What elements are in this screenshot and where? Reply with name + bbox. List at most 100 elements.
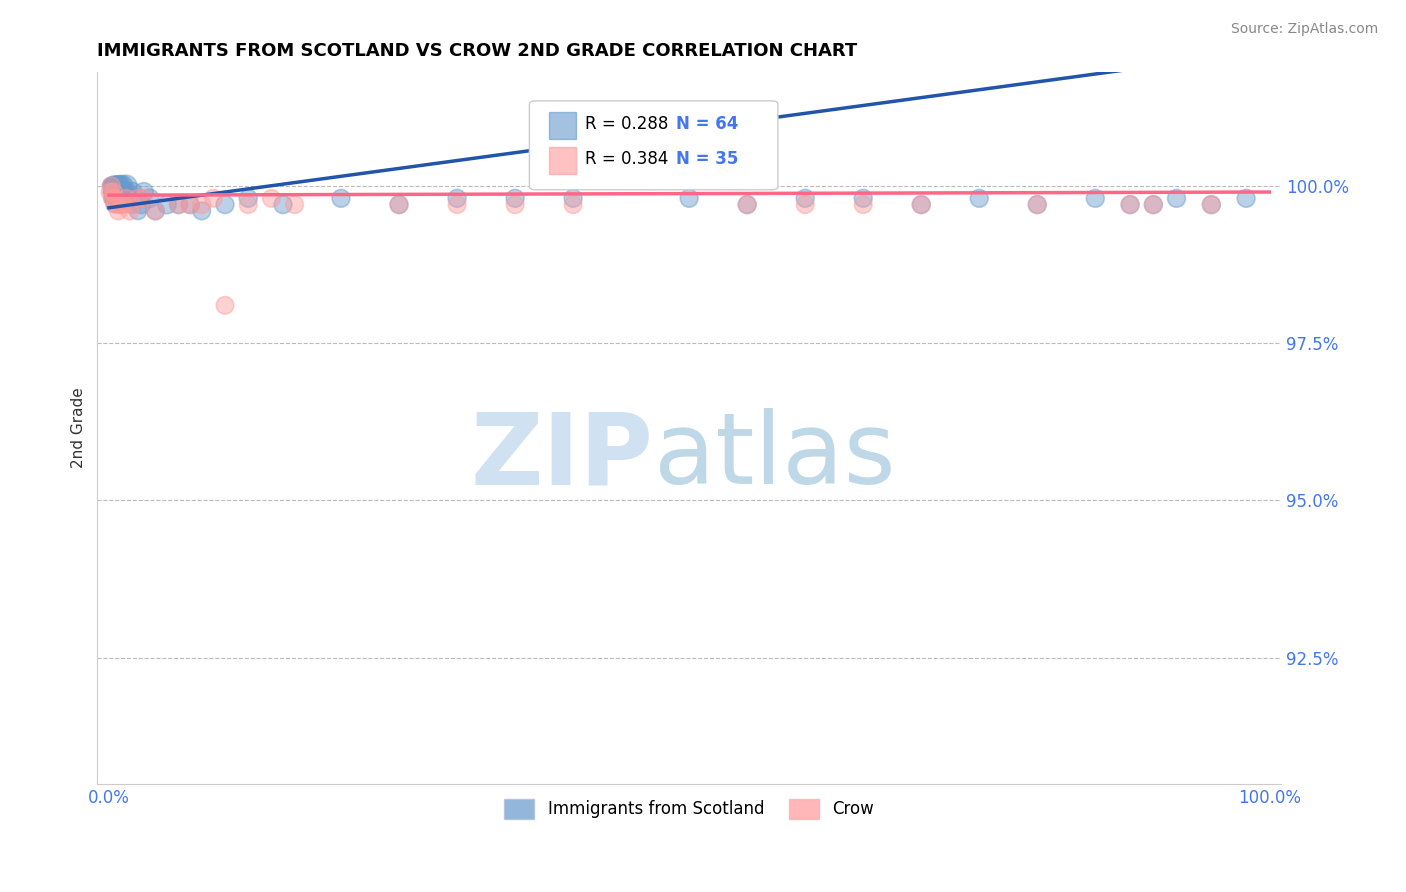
Point [112,185,135,199]
Point [117,191,139,205]
Point [104,185,127,199]
Point [735,197,758,211]
Point [1026,197,1049,211]
Point [1201,197,1223,211]
Point [115,191,138,205]
Point [103,178,125,193]
Point [156,197,179,211]
Point [118,203,141,218]
Point [330,191,353,205]
FancyBboxPatch shape [530,101,778,190]
Point [446,191,468,205]
Point [104,185,127,199]
Point [138,191,160,205]
Point [214,298,236,312]
Point [167,197,190,211]
Point [131,197,153,211]
Bar [550,112,575,138]
Point [1026,197,1049,211]
Point [191,197,214,211]
Point [132,191,155,205]
Point [202,191,225,205]
Point [910,197,932,211]
Point [1119,197,1142,211]
Point [105,191,128,205]
Point [104,191,127,205]
Point [101,191,124,205]
Point [118,191,141,205]
Point [101,185,124,199]
Point [103,197,125,211]
Point [794,191,817,205]
Point [104,197,127,211]
Point [238,197,260,211]
Point [1166,191,1188,205]
Text: IMMIGRANTS FROM SCOTLAND VS CROW 2ND GRADE CORRELATION CHART: IMMIGRANTS FROM SCOTLAND VS CROW 2ND GRA… [97,42,858,60]
Point [388,197,411,211]
Point [127,203,149,218]
Text: N = 35: N = 35 [676,150,738,169]
Point [1084,191,1107,205]
Point [121,197,143,211]
Point [179,197,201,211]
Point [100,191,122,205]
Point [110,185,132,199]
Point [794,197,817,211]
Point [260,191,283,205]
Point [121,185,143,199]
Text: atlas: atlas [654,408,896,505]
Point [132,185,155,199]
Point [104,178,127,193]
Bar [550,147,575,174]
Legend: Immigrants from Scotland, Crow: Immigrants from Scotland, Crow [498,793,880,825]
Text: R = 0.288: R = 0.288 [585,115,668,133]
Text: R = 0.384: R = 0.384 [585,150,668,169]
Point [98,178,121,193]
Point [503,191,526,205]
Point [105,178,128,193]
Point [127,191,149,205]
Point [191,203,214,218]
Point [107,178,129,193]
Point [735,197,758,211]
Point [104,178,127,193]
Point [108,178,131,193]
Point [107,203,129,218]
Point [179,197,201,211]
Point [967,191,990,205]
Point [110,178,132,193]
Point [562,197,585,211]
Point [103,185,125,199]
Text: ZIP: ZIP [471,408,654,505]
Point [100,178,122,193]
Point [678,191,700,205]
Point [115,185,138,199]
Point [121,197,143,211]
Point [101,191,124,205]
Point [562,191,585,205]
Point [145,203,167,218]
Point [110,197,132,211]
Y-axis label: 2nd Grade: 2nd Grade [72,388,86,468]
Point [1201,197,1223,211]
Point [852,191,875,205]
Point [910,197,932,211]
Point [238,191,260,205]
Point [1119,197,1142,211]
Point [100,178,122,193]
Point [111,191,134,205]
Point [111,197,134,211]
Point [111,178,134,193]
Point [446,197,468,211]
Point [115,178,138,193]
Point [284,197,307,211]
Point [388,197,411,211]
Text: Source: ZipAtlas.com: Source: ZipAtlas.com [1230,22,1378,37]
Point [98,185,121,199]
Point [503,197,526,211]
Point [1142,197,1164,211]
Point [127,191,149,205]
Point [1142,197,1164,211]
Point [271,197,294,211]
Point [100,185,122,199]
